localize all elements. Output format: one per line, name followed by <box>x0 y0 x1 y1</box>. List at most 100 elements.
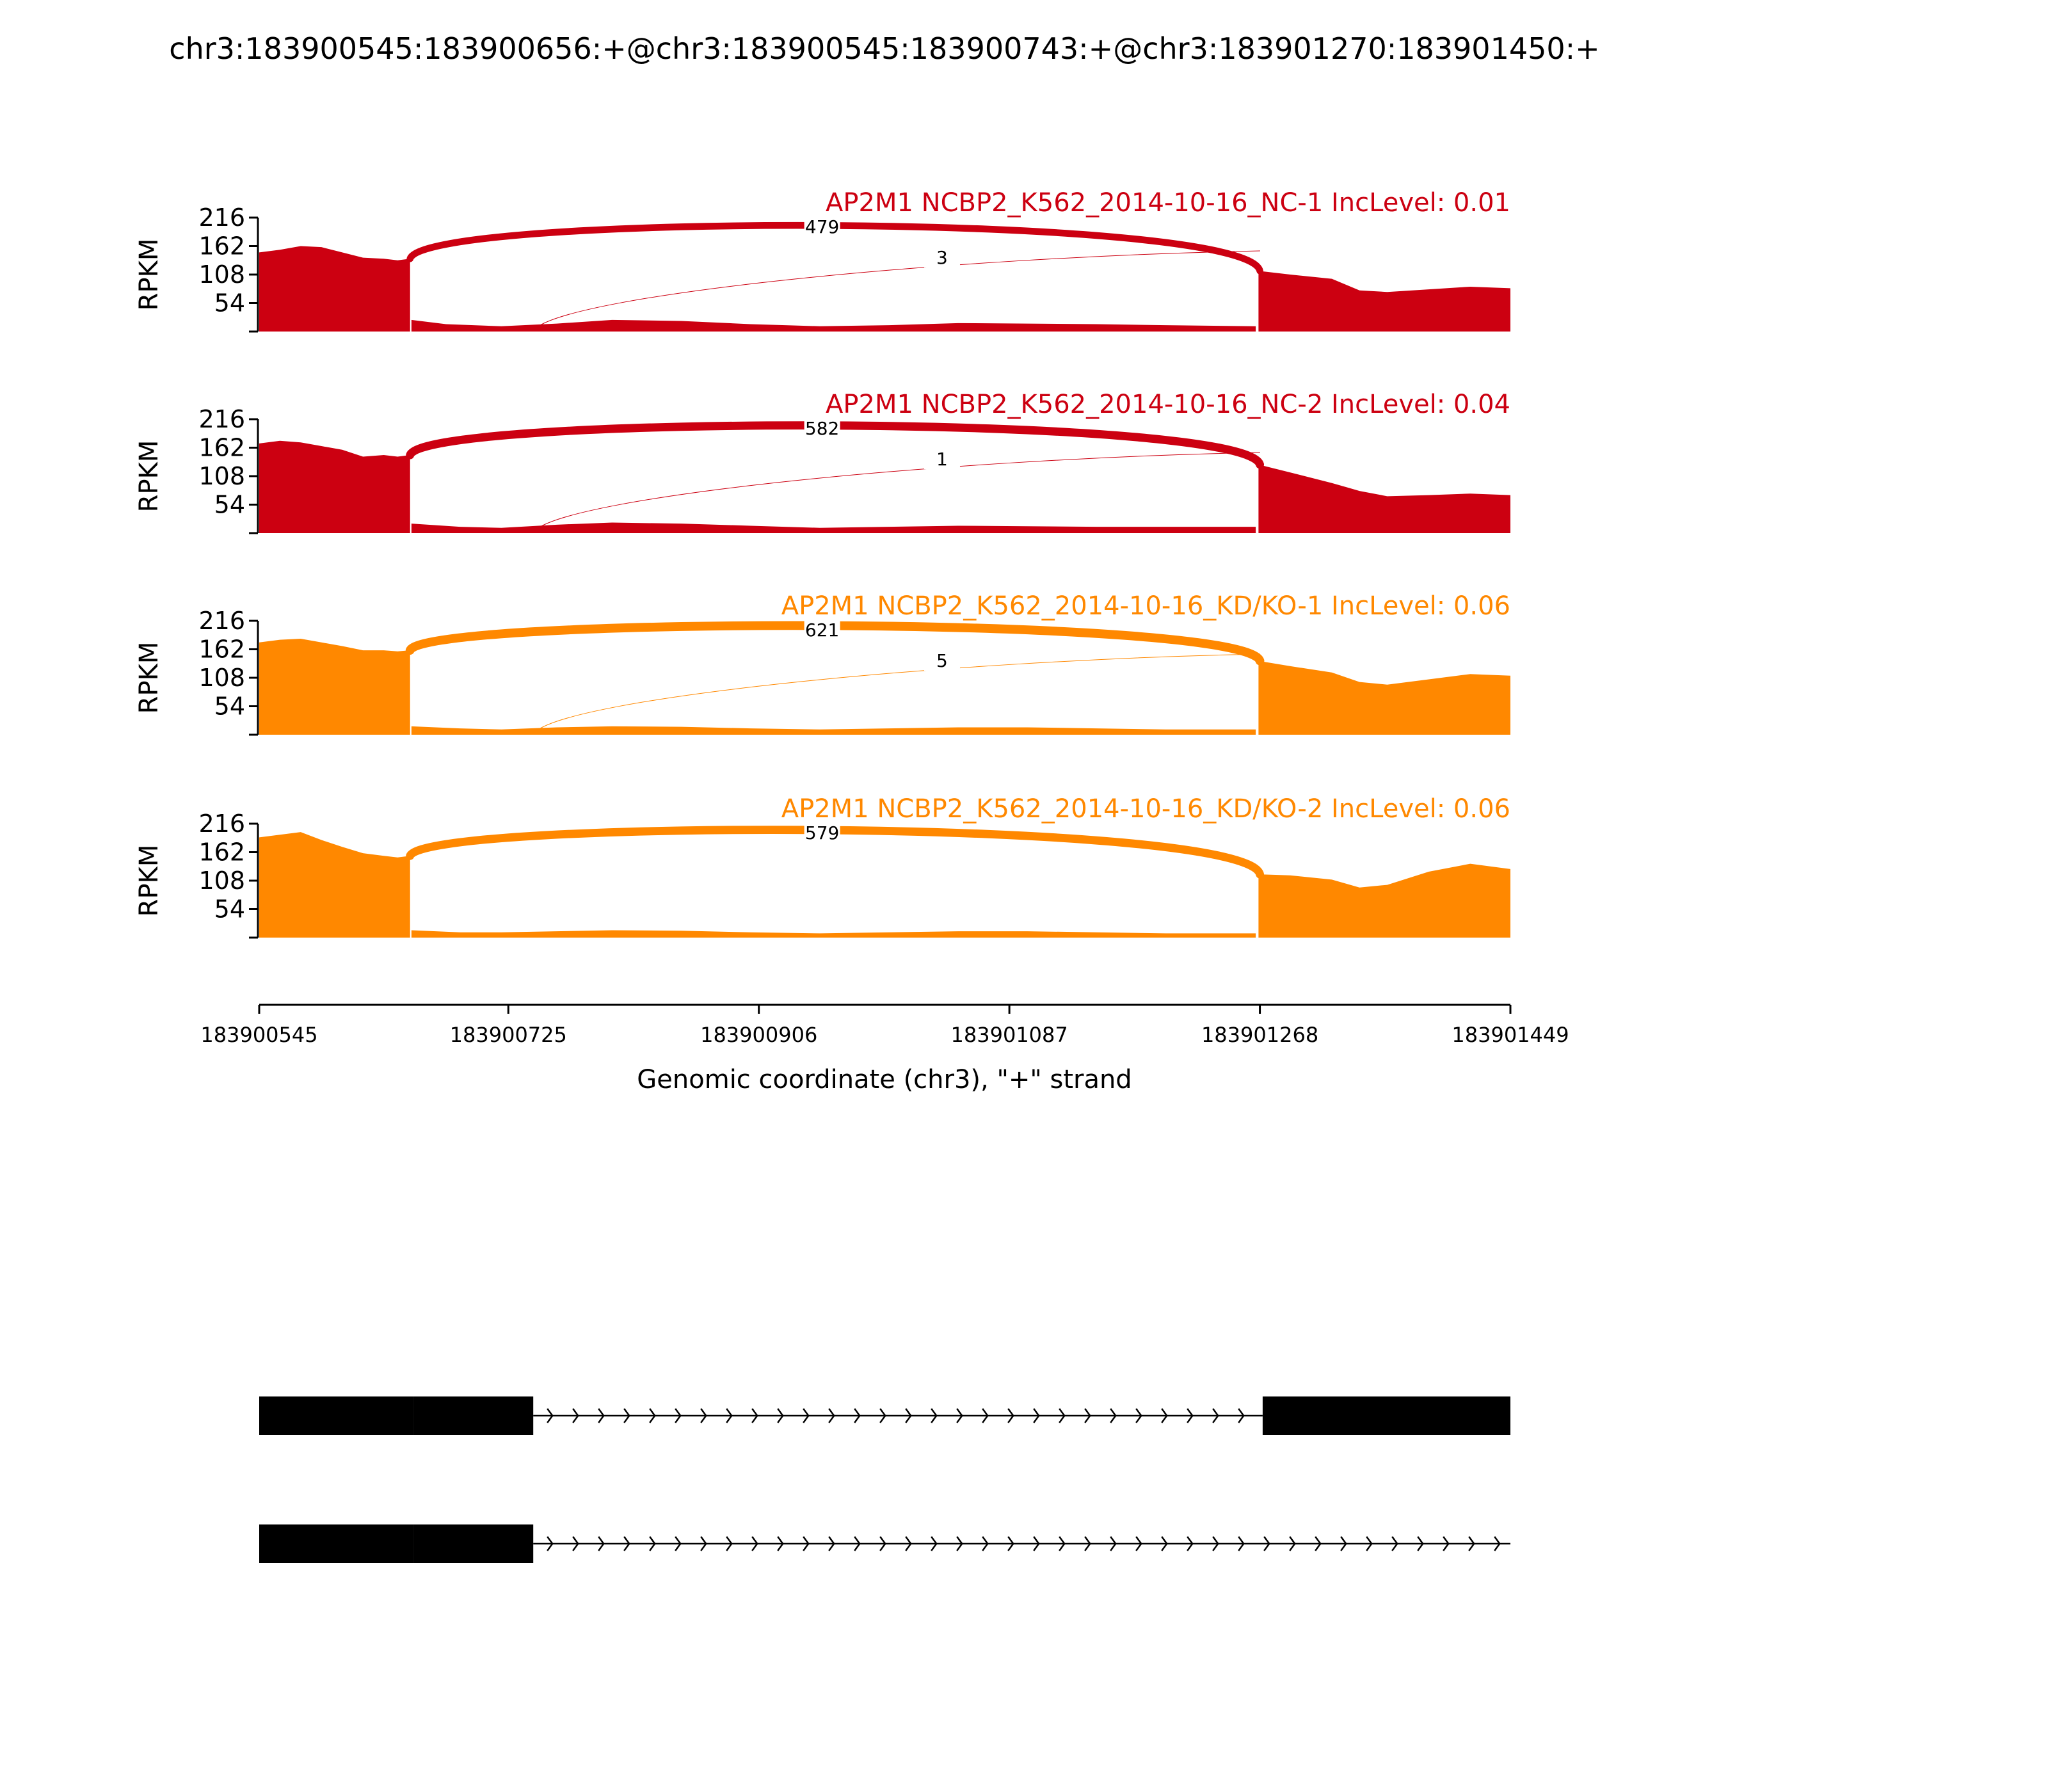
strand-arrow <box>803 1408 810 1423</box>
strand-arrow <box>1110 1408 1117 1423</box>
strand-arrow <box>828 1536 835 1551</box>
y-tick-label: 216 <box>198 810 245 838</box>
junction-label-bg <box>924 248 960 268</box>
sample-label: AP2M1 NCBP2_K562_2014-10-16_NC-1 IncLeve… <box>826 188 1510 218</box>
strand-arrow <box>623 1536 630 1551</box>
sample-label: AP2M1 NCBP2_K562_2014-10-16_KD/KO-2 IncL… <box>781 794 1510 824</box>
y-tick-label: 54 <box>214 692 245 721</box>
strand-arrow <box>1289 1536 1296 1551</box>
strand-arrow <box>700 1536 707 1551</box>
strand-arrow <box>1494 1536 1501 1551</box>
y-tick-label: 162 <box>198 232 245 260</box>
exon-block <box>259 1524 413 1563</box>
y-axis-label: RPKM <box>134 440 164 513</box>
junction-label-bg <box>804 218 840 237</box>
y-tick-label: 162 <box>198 838 245 867</box>
strand-arrow <box>956 1408 963 1423</box>
strand-arrow <box>700 1408 707 1423</box>
strand-arrow <box>1110 1536 1117 1551</box>
y-tick-label: 54 <box>214 895 245 924</box>
strand-arrow <box>1366 1536 1373 1551</box>
x-axis-label: Genomic coordinate (chr3), "+" strand <box>637 1065 1132 1094</box>
strand-arrow <box>649 1408 656 1423</box>
junction-label-bg <box>804 824 840 843</box>
strand-arrow <box>751 1536 758 1551</box>
strand-arrow <box>1315 1536 1322 1551</box>
strand-arrow <box>1161 1536 1168 1551</box>
x-tick-label: 183901087 <box>951 1023 1068 1047</box>
strand-arrow <box>1238 1408 1245 1423</box>
strand-arrow <box>623 1408 630 1423</box>
junction-count-label: 582 <box>805 418 839 439</box>
strand-arrow <box>1443 1536 1450 1551</box>
y-tick-label: 162 <box>198 434 245 462</box>
strand-arrow <box>598 1408 605 1423</box>
strand-arrow <box>982 1536 989 1551</box>
strand-arrow <box>931 1536 938 1551</box>
y-tick-label: 108 <box>198 260 245 289</box>
junction-label-bg <box>804 419 840 438</box>
coverage-intron <box>411 726 1256 735</box>
strand-arrow <box>905 1536 912 1551</box>
strand-arrow <box>572 1408 579 1423</box>
y-axis-label: RPKM <box>134 845 164 917</box>
strand-arrow <box>675 1536 682 1551</box>
x-tick-label: 183901449 <box>1452 1023 1569 1047</box>
panel-1: 479 3 AP2M1 NCBP2_K562_2014-10-16_NC-1 Inc… <box>134 188 1510 333</box>
y-tick-label: 216 <box>198 607 245 635</box>
strand-arrow <box>1468 1536 1475 1551</box>
y-axis-label: RPKM <box>134 239 164 311</box>
junction-arc-2 <box>534 452 1261 531</box>
coverage-exon1 <box>259 440 410 533</box>
x-tick-label: 183900545 <box>200 1023 317 1047</box>
y-tick-label: 108 <box>198 664 245 692</box>
strand-arrow <box>1135 1536 1142 1551</box>
junction-arc-2 <box>534 653 1261 733</box>
strand-arrow <box>1212 1408 1219 1423</box>
exon-block <box>1262 1396 1510 1435</box>
strand-arrow <box>1187 1536 1194 1551</box>
y-tick-label: 108 <box>198 867 245 895</box>
coverage-intron <box>411 522 1256 533</box>
coverage-exon1 <box>259 832 410 938</box>
coverage-exon2 <box>1258 863 1510 938</box>
coverage-exon1 <box>259 246 410 332</box>
strand-arrow <box>956 1536 963 1551</box>
coverage-intron <box>411 319 1256 332</box>
x-tick-label: 183900725 <box>450 1023 567 1047</box>
x-tick-label: 183901268 <box>1201 1023 1318 1047</box>
strand-arrow <box>879 1408 886 1423</box>
strand-arrow <box>777 1408 784 1423</box>
strand-arrow <box>726 1536 733 1551</box>
strand-arrow <box>931 1408 938 1423</box>
coverage-exon2 <box>1258 464 1510 533</box>
strand-arrow <box>675 1408 682 1423</box>
strand-arrow <box>905 1408 912 1423</box>
strand-arrow <box>1033 1536 1040 1551</box>
strand-arrow <box>1238 1536 1245 1551</box>
strand-arrow <box>1059 1536 1066 1551</box>
strand-arrow <box>1084 1536 1091 1551</box>
exon-block <box>413 1396 534 1435</box>
strand-arrow <box>726 1408 733 1423</box>
y-tick-label: 54 <box>214 289 245 317</box>
junction-arc-2 <box>534 250 1261 330</box>
y-tick-label: 54 <box>214 491 245 519</box>
strand-arrow <box>803 1536 810 1551</box>
y-axis-label: RPKM <box>134 642 164 714</box>
figure-title: chr3:183900545:183900656:+@chr3:18390054… <box>169 31 1599 66</box>
strand-arrow <box>547 1536 554 1551</box>
strand-arrow <box>1059 1408 1066 1423</box>
exon-block <box>259 1396 413 1435</box>
transcript-2 <box>259 1524 1510 1563</box>
strand-arrow <box>1135 1408 1142 1423</box>
strand-arrow <box>1033 1408 1040 1423</box>
junction-count-label: 579 <box>805 822 839 844</box>
transcript-1 <box>259 1396 1510 1435</box>
transcript-models <box>259 1396 1510 1563</box>
y-tick-label: 216 <box>198 204 245 232</box>
strand-arrow <box>1084 1408 1091 1423</box>
exon-block <box>413 1524 534 1563</box>
